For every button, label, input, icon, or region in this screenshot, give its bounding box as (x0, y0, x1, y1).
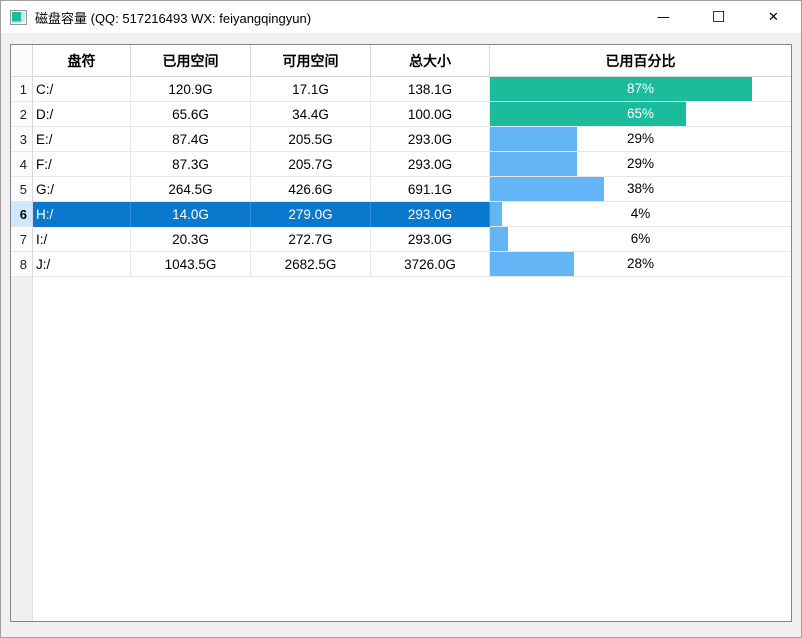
cell-free-space[interactable]: 17.1G (251, 77, 371, 102)
percent-bar (490, 252, 575, 276)
minimize-button[interactable]: — (636, 1, 691, 33)
percent-label: 29% (626, 131, 655, 146)
cell-total-size[interactable]: 100.0G (371, 102, 490, 127)
maximize-button[interactable]: ☐ (691, 1, 746, 33)
column-header-free-space[interactable]: 可用空间 (251, 45, 371, 77)
disk-table: 盘符 已用空间 可用空间 总大小 已用百分比 1 C:/ 120.9G 17.1… (10, 44, 792, 622)
cell-used-percent[interactable]: 29% (490, 127, 791, 152)
row-number[interactable]: 1 (11, 77, 33, 102)
close-button[interactable]: ✕ (746, 1, 801, 33)
table-row[interactable]: 1 C:/ 120.9G 17.1G 138.1G 87% (11, 77, 791, 102)
percent-label: 87% (626, 81, 655, 96)
column-header-used-percent[interactable]: 已用百分比 (490, 45, 791, 77)
cell-used-space[interactable]: 120.9G (131, 77, 251, 102)
cell-used-percent[interactable]: 38% (490, 177, 791, 202)
cell-free-space[interactable]: 279.0G (251, 202, 371, 227)
cell-used-space[interactable]: 14.0G (131, 202, 251, 227)
cell-total-size[interactable]: 293.0G (371, 152, 490, 177)
cell-drive[interactable]: G:/ (33, 177, 131, 202)
cell-drive[interactable]: J:/ (33, 252, 131, 277)
percent-bar (490, 202, 503, 226)
cell-drive[interactable]: D:/ (33, 102, 131, 127)
cell-drive[interactable]: C:/ (33, 77, 131, 102)
table-corner (11, 45, 33, 77)
table-row[interactable]: 5 G:/ 264.5G 426.6G 691.1G 38% (11, 177, 791, 202)
cell-drive[interactable]: I:/ (33, 227, 131, 252)
cell-used-space[interactable]: 264.5G (131, 177, 251, 202)
table-body: 1 C:/ 120.9G 17.1G 138.1G 87% 2 D:/ 65.6… (11, 77, 791, 277)
app-icon (10, 9, 27, 25)
cell-drive[interactable]: F:/ (33, 152, 131, 177)
column-header-total-size[interactable]: 总大小 (371, 45, 490, 77)
cell-total-size[interactable]: 3726.0G (371, 252, 490, 277)
row-header-filler (11, 277, 33, 621)
percent-label: 65% (626, 106, 655, 121)
percent-bar (490, 77, 752, 101)
cell-total-size[interactable]: 293.0G (371, 202, 490, 227)
row-number[interactable]: 2 (11, 102, 33, 127)
cell-free-space[interactable]: 272.7G (251, 227, 371, 252)
cell-used-percent[interactable]: 65% (490, 102, 791, 127)
cell-used-percent[interactable]: 28% (490, 252, 791, 277)
row-number[interactable]: 5 (11, 177, 33, 202)
cell-used-percent[interactable]: 6% (490, 227, 791, 252)
cell-used-percent[interactable]: 29% (490, 152, 791, 177)
table-row[interactable]: 8 J:/ 1043.5G 2682.5G 3726.0G 28% (11, 252, 791, 277)
cell-total-size[interactable]: 293.0G (371, 227, 490, 252)
percent-bar (490, 102, 686, 126)
cell-free-space[interactable]: 34.4G (251, 102, 371, 127)
cell-free-space[interactable]: 205.5G (251, 127, 371, 152)
row-number[interactable]: 3 (11, 127, 33, 152)
cell-used-percent[interactable]: 4% (490, 202, 791, 227)
table-row[interactable]: 2 D:/ 65.6G 34.4G 100.0G 65% (11, 102, 791, 127)
cell-used-space[interactable]: 1043.5G (131, 252, 251, 277)
cell-total-size[interactable]: 691.1G (371, 177, 490, 202)
window-title: 磁盘容量 (QQ: 517216493 WX: feiyangqingyun) (35, 10, 312, 26)
column-header-used-space[interactable]: 已用空间 (131, 45, 251, 77)
percent-label: 6% (630, 231, 651, 246)
table-row[interactable]: 4 F:/ 87.3G 205.7G 293.0G 29% (11, 152, 791, 177)
percent-label: 38% (626, 181, 655, 196)
window-content: 盘符 已用空间 可用空间 总大小 已用百分比 1 C:/ 120.9G 17.1… (1, 33, 801, 637)
cell-used-space[interactable]: 65.6G (131, 102, 251, 127)
row-number[interactable]: 7 (11, 227, 33, 252)
percent-bar (490, 127, 578, 151)
table-row[interactable]: 3 E:/ 87.4G 205.5G 293.0G 29% (11, 127, 791, 152)
cell-drive[interactable]: H:/ (33, 202, 131, 227)
percent-bar (490, 177, 605, 201)
table-row[interactable]: 7 I:/ 20.3G 272.7G 293.0G 6% (11, 227, 791, 252)
cell-free-space[interactable]: 426.6G (251, 177, 371, 202)
cell-free-space[interactable]: 2682.5G (251, 252, 371, 277)
cell-used-space[interactable]: 87.3G (131, 152, 251, 177)
cell-used-space[interactable]: 87.4G (131, 127, 251, 152)
row-number[interactable]: 8 (11, 252, 33, 277)
window-controls: — ☐ ✕ (636, 1, 801, 33)
cell-drive[interactable]: E:/ (33, 127, 131, 152)
cell-used-space[interactable]: 20.3G (131, 227, 251, 252)
title-bar[interactable]: 磁盘容量 (QQ: 517216493 WX: feiyangqingyun) … (1, 1, 801, 33)
row-number[interactable]: 4 (11, 152, 33, 177)
cell-free-space[interactable]: 205.7G (251, 152, 371, 177)
cell-total-size[interactable]: 293.0G (371, 127, 490, 152)
percent-label: 4% (630, 206, 651, 221)
row-number[interactable]: 6 (11, 202, 33, 227)
table-header-row: 盘符 已用空间 可用空间 总大小 已用百分比 (11, 45, 791, 77)
table-row[interactable]: 6 H:/ 14.0G 279.0G 293.0G 4% (11, 202, 791, 227)
percent-label: 29% (626, 156, 655, 171)
percent-bar (490, 152, 578, 176)
percent-bar (490, 227, 509, 251)
cell-total-size[interactable]: 138.1G (371, 77, 490, 102)
cell-used-percent[interactable]: 87% (490, 77, 791, 102)
column-header-drive[interactable]: 盘符 (33, 45, 131, 77)
percent-label: 28% (626, 256, 655, 271)
